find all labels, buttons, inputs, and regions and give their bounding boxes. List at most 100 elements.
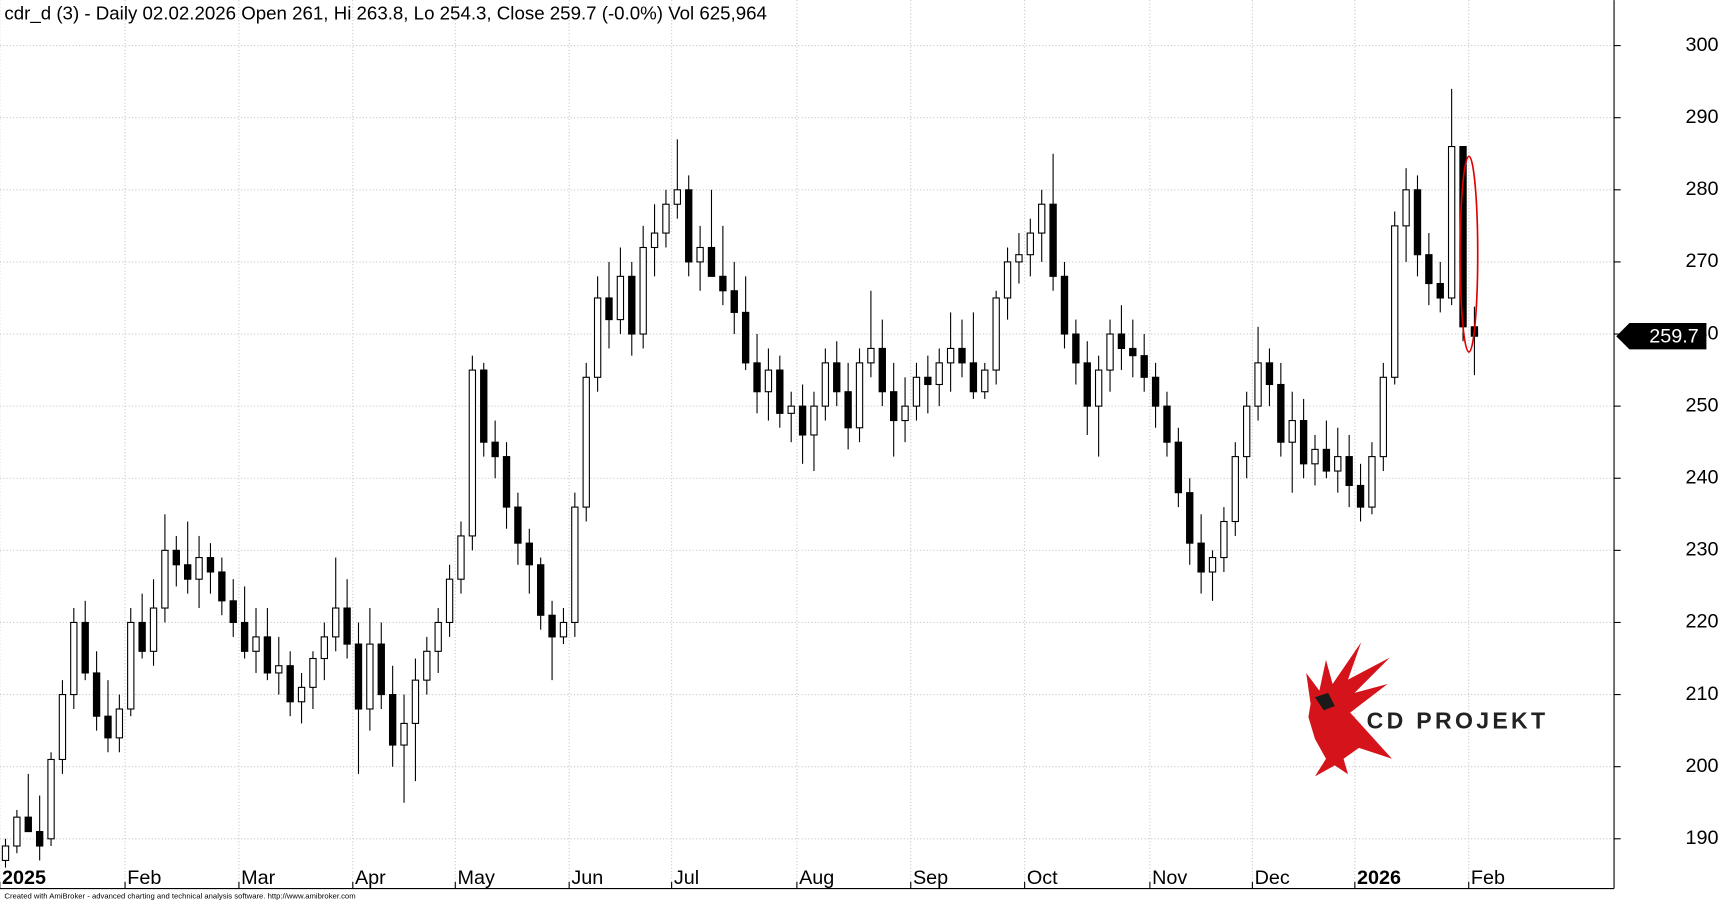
candle-body (855, 362, 864, 429)
y-tick-label: 280 (1685, 178, 1718, 200)
candle-body (537, 564, 545, 616)
price-axis: 1902002102202302402502602702802903002025… (2, 34, 1718, 889)
candle-body (753, 362, 761, 393)
last-price-marker (1616, 322, 1707, 350)
candle-body (1436, 282, 1444, 299)
candle-body (1, 845, 10, 861)
candle-body (400, 722, 408, 746)
candle-body (218, 571, 226, 602)
y-tick-label: 200 (1685, 755, 1718, 777)
y-tick-label: 230 (1685, 539, 1718, 561)
candle-body (81, 621, 89, 674)
candle-body (1322, 448, 1331, 472)
candle-body (332, 607, 340, 638)
candle-body (582, 376, 590, 508)
candle-body (1265, 362, 1274, 386)
candle-body (1299, 420, 1308, 465)
candle-body (1277, 383, 1285, 443)
x-tick-label: Apr (355, 867, 386, 889)
candle-body (104, 715, 112, 739)
candle-body (320, 636, 329, 660)
candle-body (1402, 189, 1410, 227)
candle-body (491, 441, 499, 458)
candle-body (833, 362, 841, 393)
candle-body (1368, 456, 1376, 508)
candle-body (172, 549, 180, 566)
candle-body (969, 362, 978, 393)
candle-body (138, 621, 146, 652)
candle-body (1015, 254, 1023, 263)
candle-body (912, 376, 921, 407)
y-tick-label: 270 (1685, 250, 1718, 272)
candle-body (1413, 189, 1422, 256)
candle-body (92, 672, 101, 717)
candle-body (1163, 405, 1171, 443)
candle-body (1379, 376, 1388, 458)
candle-body (1129, 347, 1137, 357)
candle-body (1197, 542, 1205, 573)
candle-body (354, 643, 363, 710)
candle-body (650, 232, 659, 249)
candle-body (707, 246, 716, 277)
candle-body (206, 557, 215, 573)
x-tick-label: Mar (241, 867, 275, 889)
candle-body (434, 621, 442, 652)
candle-body (502, 456, 511, 508)
logo-text: CD PROJEKT (1367, 708, 1549, 734)
candle-body (47, 758, 55, 840)
candle-body (240, 621, 249, 652)
y-tick-label: 190 (1685, 827, 1718, 849)
candle-body (480, 369, 488, 443)
candle-body (70, 621, 78, 696)
chart-title: cdr_d (3) - Daily 02.02.2026 Open 261, H… (4, 2, 767, 24)
candle-body (388, 694, 397, 746)
last-price-label: 259.7 (1649, 326, 1699, 348)
candle-body (1038, 203, 1046, 234)
candle-body (798, 405, 807, 436)
candle-body (343, 607, 351, 645)
candle-body (1140, 355, 1148, 378)
candle-body (628, 275, 636, 335)
x-tick-label: Nov (1152, 867, 1187, 889)
x-tick-label: Feb (127, 867, 161, 889)
candle-body (1151, 376, 1160, 407)
candle-body (263, 636, 272, 674)
logo-bird (1306, 642, 1392, 777)
candle-body (457, 535, 465, 580)
candle-body (149, 607, 158, 652)
candle-body (639, 246, 647, 335)
candle-body (571, 506, 579, 624)
x-tick-label: 2026 (1357, 867, 1401, 889)
candle-body (1356, 484, 1365, 508)
candle-body (127, 621, 135, 710)
candle-body (616, 275, 625, 321)
candle-body (685, 189, 693, 263)
candle-body (764, 369, 773, 393)
x-tick-label: Sep (913, 867, 948, 889)
candle-body (1083, 362, 1091, 407)
candle-body (1049, 203, 1057, 277)
y-tick-label: 250 (1685, 394, 1718, 416)
candle-body (297, 686, 306, 703)
logo-bird-head (1314, 692, 1335, 711)
y-tick-label: 300 (1685, 34, 1718, 56)
candle-body (559, 621, 568, 638)
candle-body (1072, 333, 1080, 364)
candle-body (981, 369, 989, 393)
candle-body (741, 311, 750, 364)
candle-body (730, 290, 738, 313)
candle-body (844, 391, 852, 429)
y-tick-label: 220 (1685, 611, 1718, 633)
candle-body (377, 643, 385, 696)
candle-body (810, 405, 818, 436)
candle-body (662, 203, 670, 234)
candle-body (24, 816, 32, 833)
x-tick-label: May (457, 867, 494, 889)
candle-body (1208, 557, 1217, 573)
footer: Created with AmiBroker - advanced charti… (4, 891, 355, 900)
candle-body (286, 665, 294, 703)
candle-body (366, 643, 374, 710)
